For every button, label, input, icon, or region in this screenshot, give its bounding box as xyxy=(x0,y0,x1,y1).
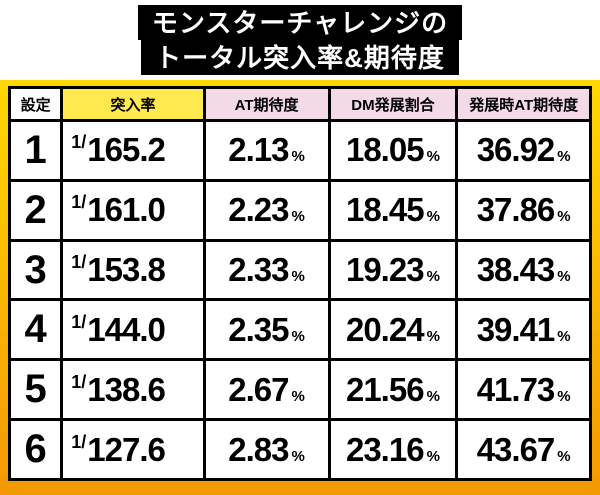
percent-sign: % xyxy=(557,208,571,226)
percent-sign: % xyxy=(426,447,440,465)
dm-ratio-cell: 18.45% xyxy=(327,178,459,242)
title-line-2: トータル突入率&期待度 xyxy=(141,40,459,75)
dev-at-expectation-cell: 43.67% xyxy=(455,418,592,481)
table-row: 4 1/144.0 2.35% 20.24% 39.41% xyxy=(7,298,592,362)
percent-sign: % xyxy=(426,268,440,286)
dm-ratio-cell: 21.56% xyxy=(327,358,459,422)
percent-sign: % xyxy=(426,387,440,405)
at-expectation-value: 2.35 xyxy=(228,310,289,348)
percent-sign: % xyxy=(426,327,440,345)
dev-at-expectation-cell: 41.73% xyxy=(455,358,592,422)
percent-sign: % xyxy=(291,148,305,166)
fraction-prefix: 1/ xyxy=(71,252,87,273)
header-at-expectation: AT期待度 xyxy=(202,86,331,122)
at-expectation-cell: 2.33% xyxy=(202,238,331,302)
at-expectation-cell: 2.83% xyxy=(202,418,331,481)
at-expectation-value: 2.23 xyxy=(228,191,289,229)
table-row: 1 1/165.2 2.13% 18.05% 36.92% xyxy=(7,119,592,182)
at-expectation-cell: 2.23% xyxy=(202,178,331,242)
percent-sign: % xyxy=(291,447,305,465)
fraction-prefix: 1/ xyxy=(71,431,87,452)
fraction-prefix: 1/ xyxy=(71,371,87,392)
at-expectation-value: 2.33 xyxy=(228,251,289,289)
dev-at-expectation-cell: 38.43% xyxy=(455,238,592,302)
dev-at-expectation-value: 39.41 xyxy=(476,310,556,348)
percent-sign: % xyxy=(557,447,571,465)
table-row: 6 1/127.6 2.83% 23.16% 43.67% xyxy=(7,418,592,481)
entry-rate-value: 138.6 xyxy=(87,370,166,408)
dm-ratio-cell: 20.24% xyxy=(327,298,459,362)
table-row: 3 1/153.8 2.33% 19.23% 38.43% xyxy=(7,238,592,302)
at-expectation-value: 2.13 xyxy=(228,131,289,169)
percent-sign: % xyxy=(557,327,571,345)
data-table: 設定 突入率 AT期待度 DM発展割合 発展時AT期待度 1 1/165.2 2… xyxy=(7,86,592,481)
percent-sign: % xyxy=(291,327,305,345)
at-expectation-value: 2.83 xyxy=(228,430,289,468)
dev-at-expectation-value: 38.43 xyxy=(476,251,556,289)
table-row: 5 1/138.6 2.67% 21.56% 41.73% xyxy=(7,358,592,422)
dm-ratio-value: 20.24 xyxy=(345,310,425,348)
percent-sign: % xyxy=(557,387,571,405)
dev-at-expectation-value: 43.67 xyxy=(476,430,556,468)
dev-at-expectation-cell: 39.41% xyxy=(455,298,592,362)
percent-sign: % xyxy=(426,208,440,226)
fraction-prefix: 1/ xyxy=(71,132,87,153)
dm-ratio-value: 23.16 xyxy=(345,430,425,468)
header-dev-at-expectation: 発展時AT期待度 xyxy=(455,86,592,122)
table-frame: 設定 突入率 AT期待度 DM発展割合 発展時AT期待度 1 1/165.2 2… xyxy=(0,80,600,495)
title-line-1: モンスターチャレンジの xyxy=(137,5,463,40)
dev-at-expectation-value: 36.92 xyxy=(476,131,556,169)
dm-ratio-value: 18.45 xyxy=(345,191,425,229)
header-entry-rate: 突入率 xyxy=(60,86,206,122)
fraction-prefix: 1/ xyxy=(71,192,87,213)
table-row: 2 1/161.0 2.23% 18.45% 37.86% xyxy=(7,178,592,242)
fraction-prefix: 1/ xyxy=(71,311,87,332)
dm-ratio-cell: 23.16% xyxy=(327,418,459,481)
entry-rate-value: 153.8 xyxy=(87,251,166,289)
entry-rate-cell: 1/144.0 xyxy=(60,298,206,362)
dm-ratio-cell: 19.23% xyxy=(327,238,459,302)
entry-rate-value: 161.0 xyxy=(87,191,166,229)
entry-rate-cell: 1/138.6 xyxy=(60,358,206,422)
at-expectation-cell: 2.35% xyxy=(202,298,331,362)
dm-ratio-value: 21.56 xyxy=(345,370,425,408)
at-expectation-cell: 2.67% xyxy=(202,358,331,422)
at-expectation-value: 2.67 xyxy=(228,370,289,408)
at-expectation-cell: 2.13% xyxy=(202,119,331,182)
entry-rate-value: 127.6 xyxy=(87,430,166,468)
percent-sign: % xyxy=(291,387,305,405)
percent-sign: % xyxy=(291,268,305,286)
setting-cell: 2 xyxy=(7,178,64,242)
entry-rate-cell: 1/127.6 xyxy=(60,418,206,481)
setting-cell: 4 xyxy=(7,298,64,362)
entry-rate-value: 165.2 xyxy=(87,131,166,169)
header-dm-ratio: DM発展割合 xyxy=(327,86,459,122)
entry-rate-value: 144.0 xyxy=(87,310,166,348)
percent-sign: % xyxy=(426,148,440,166)
dev-at-expectation-value: 37.86 xyxy=(476,191,556,229)
dev-at-expectation-cell: 36.92% xyxy=(455,119,592,182)
entry-rate-cell: 1/165.2 xyxy=(60,119,206,182)
dev-at-expectation-cell: 37.86% xyxy=(455,178,592,242)
dm-ratio-cell: 18.05% xyxy=(327,119,459,182)
page-title: モンスターチャレンジの トータル突入率&期待度 xyxy=(0,0,600,80)
percent-sign: % xyxy=(291,208,305,226)
dm-ratio-value: 18.05 xyxy=(345,131,425,169)
entry-rate-cell: 1/161.0 xyxy=(60,178,206,242)
setting-cell: 1 xyxy=(7,119,64,182)
header-row: 設定 突入率 AT期待度 DM発展割合 発展時AT期待度 xyxy=(7,86,592,122)
dm-ratio-value: 19.23 xyxy=(345,251,425,289)
header-setting: 設定 xyxy=(7,86,64,122)
setting-cell: 6 xyxy=(7,418,64,481)
setting-cell: 3 xyxy=(7,238,64,302)
percent-sign: % xyxy=(557,148,571,166)
dev-at-expectation-value: 41.73 xyxy=(476,370,556,408)
percent-sign: % xyxy=(557,268,571,286)
setting-cell: 5 xyxy=(7,358,64,422)
entry-rate-cell: 1/153.8 xyxy=(60,238,206,302)
